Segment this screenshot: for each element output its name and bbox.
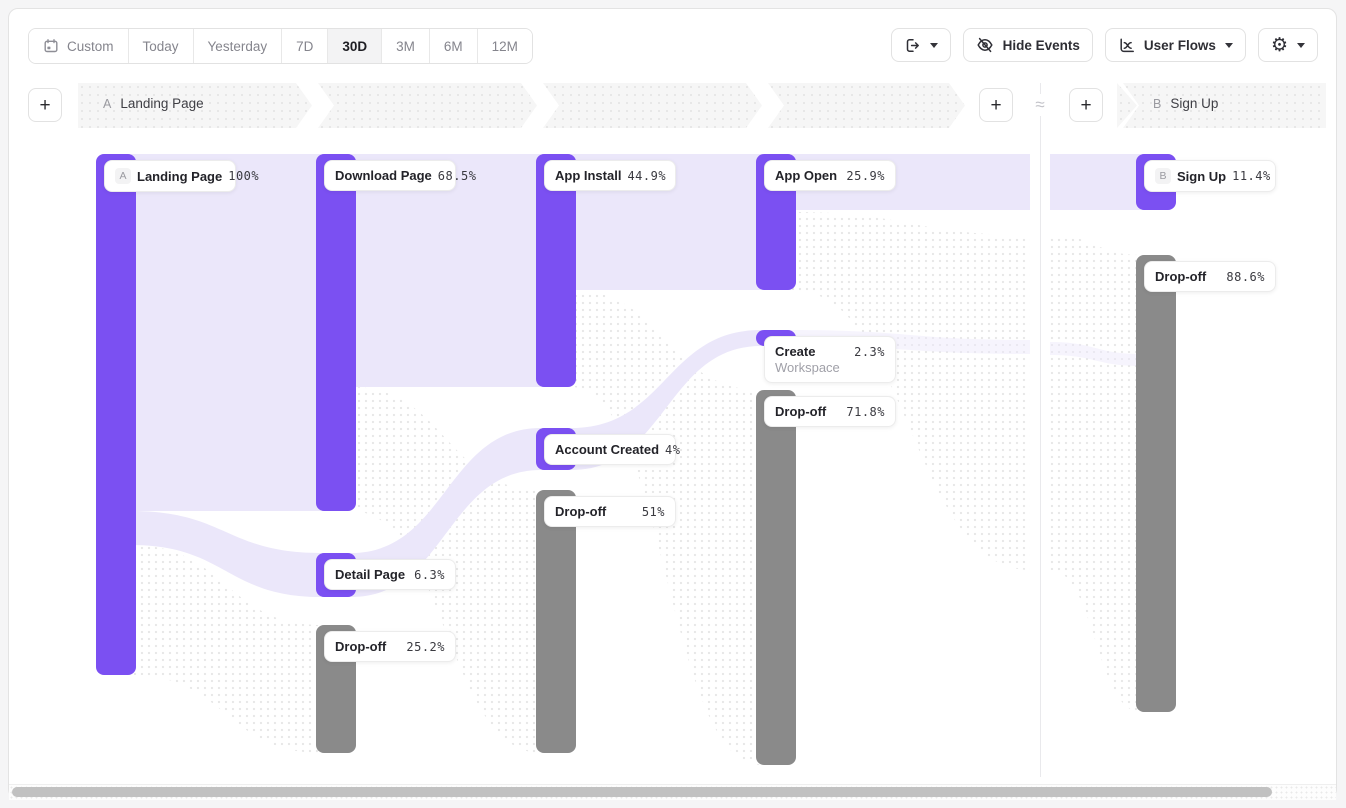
funnel-step-a-label: A Landing Page: [103, 96, 204, 111]
flow-label-account[interactable]: Account Created 4%: [544, 434, 680, 465]
flow-link[interactable]: [351, 154, 541, 387]
funnel-step-a-chip[interactable]: [78, 83, 312, 128]
range-custom[interactable]: Custom: [29, 29, 128, 63]
range-7d[interactable]: 7D: [281, 29, 328, 63]
funnel-step-empty: [543, 83, 762, 128]
calendar-icon: [44, 39, 58, 53]
horizontal-scrollbar-thumb[interactable]: [12, 787, 1272, 797]
add-step-button-left[interactable]: +: [28, 88, 62, 122]
export-button[interactable]: [890, 28, 951, 62]
flow-label-landing[interactable]: A Landing Page 100%: [104, 160, 259, 192]
flow-link-dropoff[interactable]: [1050, 235, 1141, 712]
node-value: 71.8%: [846, 404, 885, 419]
date-range-control: Custom Today Yesterday 7D 30D 3M 6M 12M: [28, 28, 533, 64]
pane-divider: [1040, 83, 1041, 777]
funnel-step-b-label: B Sign Up: [1153, 96, 1219, 111]
node-value: 100%: [228, 169, 260, 183]
gear-icon: ⚙: [1270, 33, 1288, 56]
range-yesterday[interactable]: Yesterday: [192, 29, 282, 63]
flow-link[interactable]: [131, 511, 321, 597]
node-label: Drop-off: [555, 504, 607, 519]
flow-label-dropoff2[interactable]: Drop-off 51%: [544, 496, 676, 527]
node-badge: A: [115, 168, 131, 184]
export-icon: [906, 38, 919, 52]
toolbar-right: Hide Events User Flows ⚙: [890, 28, 1318, 62]
node-label: Drop-off: [335, 639, 387, 654]
node-value: 51%: [641, 504, 665, 519]
add-step-button-mid[interactable]: +: [979, 88, 1013, 122]
range-12m[interactable]: 12M: [476, 29, 532, 63]
node-label: Create: [775, 344, 816, 359]
user-flows-icon: [1120, 37, 1134, 52]
node-value: 11.4%: [1232, 169, 1271, 183]
node-badge: B: [1155, 168, 1171, 184]
user-flows-button[interactable]: User Flows: [1104, 28, 1246, 62]
hide-events-label: Hide Events: [1002, 37, 1080, 53]
flow-link[interactable]: [131, 154, 321, 511]
eye-off-icon: [977, 37, 993, 53]
caret-down-icon: [1297, 42, 1305, 48]
node-label: Drop-off: [1155, 269, 1207, 284]
node-value: 25.2%: [406, 639, 445, 654]
horizontal-scrollbar-track[interactable]: [9, 784, 1336, 800]
range-6m[interactable]: 6M: [428, 29, 477, 63]
flow-bar-download[interactable]: [316, 154, 356, 511]
flow-label-dropoff3[interactable]: Drop-off 71.8%: [764, 396, 896, 427]
node-label: Account Created: [555, 442, 660, 457]
range-3m[interactable]: 3M: [381, 29, 429, 63]
settings-button[interactable]: ⚙: [1257, 28, 1318, 62]
approx-symbol: ≈: [1028, 94, 1052, 116]
flow-link-dropoff[interactable]: [571, 290, 761, 765]
step-a-badge: A: [103, 96, 112, 111]
caret-down-icon: [1224, 42, 1233, 48]
flow-bar-appinstall[interactable]: [536, 154, 576, 387]
flow-label-appinstall[interactable]: App Install 44.9%: [544, 160, 676, 191]
flow-label-dropoff1[interactable]: Drop-off 25.2%: [324, 631, 456, 662]
node-label: Drop-off: [775, 404, 827, 419]
flow-link-dropoff[interactable]: [791, 212, 1030, 570]
node-label: App Install: [555, 168, 622, 183]
node-label-line2: Workspace: [775, 360, 840, 375]
flow-link[interactable]: [1050, 342, 1141, 366]
node-value: 68.5%: [437, 168, 477, 183]
funnel-step-empty: [318, 83, 537, 128]
user-flows-label: User Flows: [1143, 37, 1216, 53]
funnel-step-b-chip[interactable]: [1123, 83, 1326, 128]
node-label: Download Page: [335, 168, 432, 183]
flow-bar-landing[interactable]: [96, 154, 136, 675]
node-value: 4%: [665, 442, 681, 457]
node-value: 44.9%: [627, 168, 667, 183]
flow-link-dropoff[interactable]: [131, 545, 321, 753]
node-value: 25.9%: [846, 168, 885, 183]
funnel-step-empty: [768, 83, 965, 128]
node-label: Sign Up: [1177, 168, 1227, 184]
flow-link[interactable]: [351, 428, 541, 597]
flow-label-appopen[interactable]: App Open 25.9%: [764, 160, 896, 191]
hide-events-button[interactable]: Hide Events: [962, 28, 1093, 62]
caret-down-icon: [929, 42, 938, 48]
node-label: App Open: [775, 168, 838, 183]
range-30d-active[interactable]: 30D: [327, 29, 382, 63]
node-value: 2.3%: [854, 344, 885, 359]
add-step-button-right[interactable]: +: [1069, 88, 1103, 122]
flow-bar-dropoff3[interactable]: [756, 390, 796, 765]
flow-label-signup[interactable]: B Sign Up 11.4%: [1144, 160, 1276, 192]
range-label: Custom: [67, 38, 114, 54]
range-today[interactable]: Today: [127, 29, 193, 63]
node-value: 88.6%: [1226, 269, 1265, 284]
node-value: 6.3%: [414, 567, 445, 582]
flow-label-download[interactable]: Download Page 68.5%: [324, 160, 476, 191]
flow-label-createws[interactable]: Create 2.3% Workspace: [764, 336, 896, 383]
node-label: Landing Page: [137, 168, 223, 184]
node-label: Detail Page: [335, 567, 406, 582]
flow-label-detail[interactable]: Detail Page 6.3%: [324, 559, 456, 590]
flow-label-dropoff4[interactable]: Drop-off 88.6%: [1144, 261, 1276, 292]
step-b-badge: B: [1153, 96, 1162, 111]
flow-link[interactable]: [1050, 154, 1141, 210]
flow-bar-dropoff4[interactable]: [1136, 255, 1176, 712]
flow-bar-dropoff2[interactable]: [536, 490, 576, 753]
